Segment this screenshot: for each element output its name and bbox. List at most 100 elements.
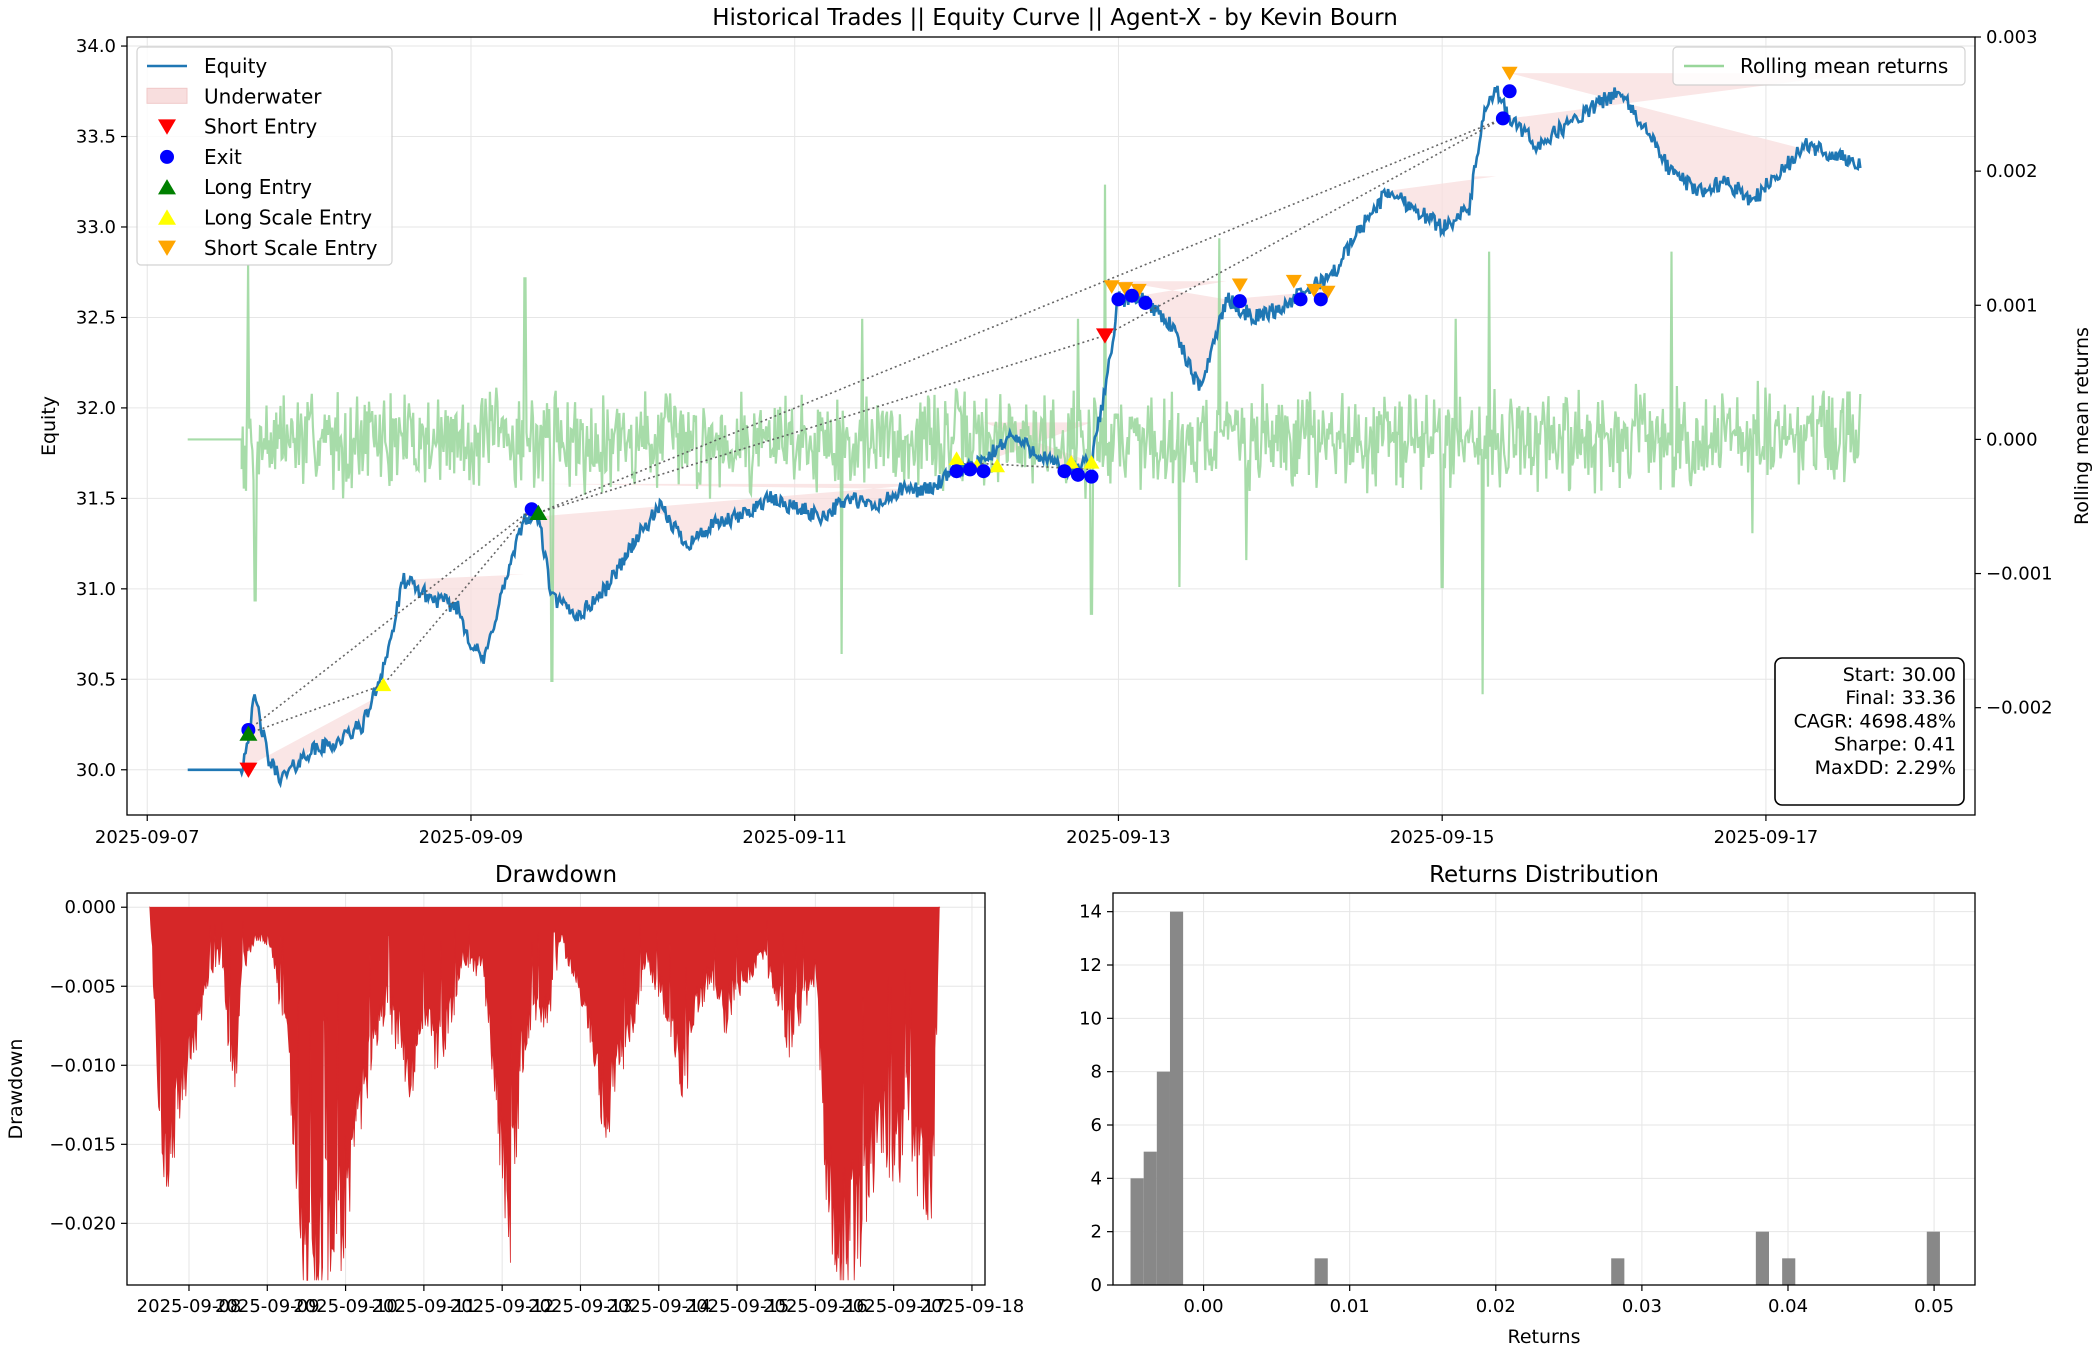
legend-label: Short Scale Entry — [204, 236, 378, 260]
histogram-bar — [1755, 1231, 1769, 1285]
rolling-y-tick-label: 0.001 — [1986, 295, 2038, 316]
histogram-x-tick-label: 0.04 — [1768, 1296, 1808, 1317]
equity-plot-area — [187, 66, 1862, 789]
rolling-legend: Rolling mean returns — [1672, 46, 1966, 86]
equity-x-tick-label: 2025-09-15 — [1390, 827, 1495, 848]
short-scale-entry-marker — [1103, 280, 1120, 294]
histogram-x-axis-label: Returns — [1508, 1326, 1581, 1348]
legend-label: Long Entry — [204, 175, 312, 199]
equity-y-tick-label: 33.0 — [76, 217, 116, 238]
short-scale-entry-marker — [1319, 285, 1336, 300]
equity-y-tick-label: 31.0 — [76, 579, 116, 600]
equity-legend: Equity Underwater Short Entry Exit Long Entr… — [136, 46, 393, 266]
short-scale-entry-marker — [1130, 283, 1147, 298]
exit-marker — [1232, 294, 1247, 309]
rolling-y-tick-label: −0.002 — [1986, 698, 2053, 719]
histogram-x-tick-label: 0.01 — [1330, 1296, 1370, 1317]
legend-label: Equity — [204, 54, 267, 78]
rolling-y-tick-label: 0.002 — [1986, 161, 2038, 182]
equity-y-tick-label: 30.5 — [76, 669, 116, 690]
drawdown-frame — [126, 892, 986, 1286]
drawdown-y-tick-label: −0.020 — [49, 1213, 116, 1234]
underwater-region — [538, 483, 930, 616]
histogram-y-tick-label: 4 — [1091, 1168, 1102, 1189]
stats-line: MaxDD: 2.29% — [1815, 757, 1956, 779]
exit-marker — [1124, 288, 1139, 303]
long-scale-entry-marker — [989, 458, 1006, 473]
stats-line: Sharpe: 0.41 — [1834, 734, 1956, 756]
drawdown-y-tick-label: 0.000 — [64, 897, 116, 918]
histogram-bar — [1611, 1258, 1625, 1285]
underwater-region — [1118, 281, 1227, 390]
stats-line: Final: 33.36 — [1845, 687, 1956, 709]
rolling-y-tick-label: −0.001 — [1986, 564, 2053, 585]
equity-chart: 2025-09-07 2025-09-09 2025-09-11 2025-09-13… — [38, 27, 2093, 848]
drawdown-x-tick-label: 2025-09-12 — [450, 1296, 555, 1317]
rolling-y-axis-label: Rolling mean returns — [2071, 327, 2093, 525]
drawdown-y-tick-label: −0.010 — [49, 1055, 116, 1076]
exit-marker — [1070, 467, 1085, 482]
drawdown-x-tick-label: 2025-09-16 — [763, 1296, 868, 1317]
histogram-x-tick-label: 0.00 — [1184, 1296, 1224, 1317]
underwater-region — [403, 574, 525, 659]
histogram-y-tick-label: 12 — [1079, 955, 1102, 976]
histogram-y-tick-label: 0 — [1091, 1275, 1102, 1296]
trade-link-line — [538, 117, 1504, 514]
short-entry-marker — [1095, 328, 1114, 344]
histogram-bar — [1926, 1231, 1940, 1285]
equity-y-tick-label: 34.0 — [76, 36, 116, 57]
underwater-region — [1509, 73, 1861, 198]
legend-label: Exit — [204, 145, 242, 169]
exit-marker — [1502, 84, 1517, 99]
drawdown-x-tick-label: 2025-09-13 — [528, 1296, 633, 1317]
legend-label: Long Scale Entry — [204, 206, 372, 230]
stats-line: CAGR: 4698.48% — [1794, 710, 1956, 732]
long-scale-entry-marker — [375, 677, 392, 692]
histogram-bar — [1782, 1258, 1796, 1285]
histogram-bar — [1143, 1151, 1157, 1285]
figure-title: Historical Trades || Equity Curve || Age… — [712, 5, 1398, 31]
drawdown-x-tick-label: 2025-09-15 — [685, 1296, 790, 1317]
histogram-y-tick-label: 6 — [1091, 1115, 1102, 1136]
histogram-bar — [1169, 911, 1184, 1285]
drawdown-area — [149, 906, 941, 1281]
exit-marker — [1111, 292, 1126, 307]
underwater-region — [241, 697, 377, 779]
short-scale-entry-marker — [1501, 66, 1518, 81]
long-entry-marker — [239, 725, 258, 741]
equity-legend-box — [136, 46, 393, 266]
histogram-y-tick-label: 2 — [1091, 1222, 1102, 1243]
histogram-bar — [1314, 1258, 1328, 1285]
underwater-region — [1388, 176, 1497, 227]
drawdown-x-tick-label: 2025-09-14 — [606, 1296, 711, 1317]
legend-label: Rolling mean returns — [1740, 54, 1948, 78]
legend-exit-swatch — [160, 149, 174, 164]
drawdown-x-tick-label: 2025-09-09 — [215, 1296, 320, 1317]
histogram-bar — [1130, 1178, 1144, 1285]
exit-marker — [1138, 295, 1153, 310]
drawdown-y-tick-label: −0.005 — [49, 976, 116, 997]
equity-x-tick-label: 2025-09-11 — [742, 827, 847, 848]
trade-link-line — [248, 508, 533, 735]
exit-marker — [1313, 292, 1328, 307]
histogram-y-tick-label: 8 — [1091, 1062, 1102, 1083]
histogram-frame — [1112, 892, 1976, 1286]
legend-down-triangle-swatch — [158, 119, 176, 135]
histogram-x-tick-label: 0.02 — [1476, 1296, 1516, 1317]
drawdown-chart: Drawdown2025-09-082025-09-092025-09-1020… — [5, 862, 1024, 1317]
equity-x-tick-label: 2025-09-13 — [1066, 827, 1171, 848]
histogram-title: Returns Distribution — [1429, 862, 1659, 888]
short-scale-entry-marker — [1285, 274, 1302, 289]
drawdown-y-tick-label: −0.015 — [49, 1134, 116, 1155]
histogram-bar — [1156, 1071, 1170, 1285]
long-entry-marker — [529, 504, 548, 521]
equity-y-axis-label: Equity — [38, 396, 60, 456]
drawdown-x-tick-label: 2025-09-11 — [372, 1296, 477, 1317]
equity-x-tick-label: 2025-09-09 — [419, 827, 524, 848]
legend-up-triangle-swatch — [158, 209, 176, 225]
histogram-y-tick-label: 14 — [1079, 902, 1102, 923]
equity-x-tick-label: 2025-09-17 — [1714, 827, 1819, 848]
drawdown-x-tick-label: 2025-09-08 — [137, 1296, 242, 1317]
exit-marker — [1293, 292, 1308, 307]
